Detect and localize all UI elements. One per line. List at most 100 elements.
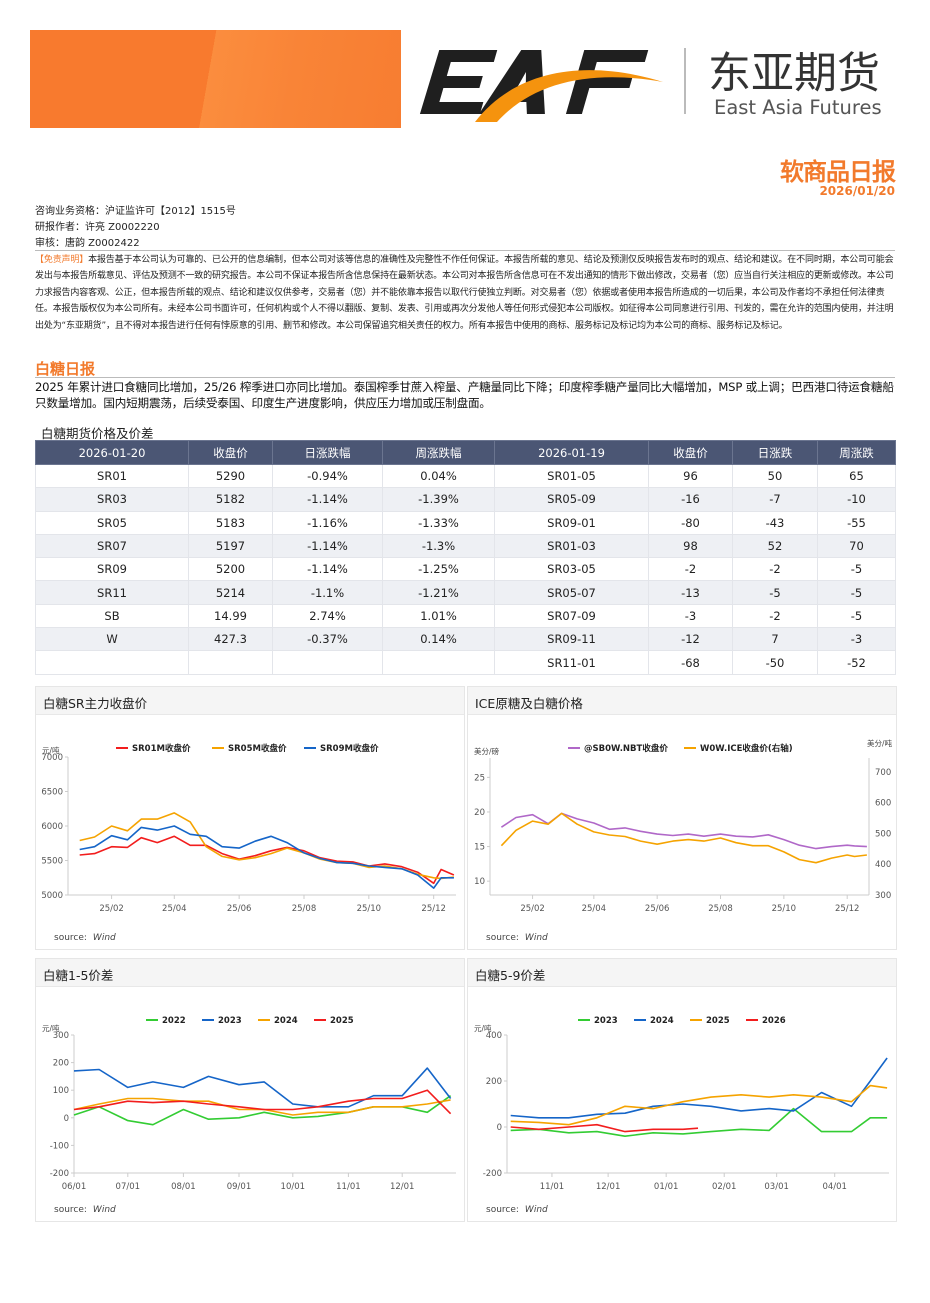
column-header: 2026-01-20 (35, 440, 189, 465)
table-cell: SR11-01 (494, 650, 649, 675)
panel-header: 白糖SR主力收盘价 (36, 687, 464, 715)
y-tick-label: 6000 (41, 822, 63, 832)
y2-tick-label: 600 (875, 799, 891, 809)
report-title: 软商品日报 (780, 158, 896, 186)
table-cell: -1.39% (382, 487, 495, 512)
table-row: SR05 5183 -1.16% -1.33% SR09-01 -80 -43 -55 (35, 510, 896, 535)
chart-spread-5-9: 元/吨 -200 0 200 400 11/01 12/01 01/01 02/01 03/01 0… (474, 1016, 889, 1192)
author-info: 研报作者：许亮 Z0002220 (35, 222, 160, 233)
table-row: SR01 5290 -0.94% 0.04% SR01-05 96 50 65 (35, 463, 896, 489)
table-row: SR07 5197 -1.14% -1.3% SR01-03 98 52 70 (35, 533, 896, 559)
header-banner (30, 30, 401, 128)
x-tick-label: 25/10 (357, 904, 382, 914)
table-cell: -2 (732, 557, 818, 582)
x-tick-label: 11/01 (540, 1182, 565, 1192)
y-tick-label: -200 (50, 1169, 69, 1179)
x-tick-label: 25/06 (227, 904, 252, 914)
table-cell: -1.14% (272, 487, 383, 512)
table-row: SR09 5200 -1.14% -1.25% SR03-05 -2 -2 -5 (35, 557, 896, 582)
x-tick-label: 03/01 (764, 1182, 789, 1192)
legend-label: SR01M收盘价 (132, 743, 191, 754)
y-tick-label: 7000 (41, 753, 63, 763)
table-cell: -5 (732, 580, 818, 605)
chart-source: source: Wind (54, 1205, 116, 1215)
table-cell: W (35, 627, 189, 652)
table-cell: SR03 (35, 487, 189, 512)
table-cell: -7 (732, 487, 818, 512)
chart-source: source: Wind (486, 933, 548, 943)
legend-label: 2023 (594, 1016, 618, 1026)
table-cell: -13 (648, 580, 733, 605)
table-cell: -50 (732, 650, 818, 675)
table-cell (382, 650, 495, 675)
x-tick-label: 12/01 (390, 1182, 415, 1192)
table-cell: SR07-09 (494, 603, 649, 629)
series-line-2023 (73, 1067, 452, 1108)
x-tick-label: 11/01 (336, 1182, 361, 1192)
column-header: 2026-01-19 (494, 440, 649, 465)
column-header: 日涨跌幅 (272, 440, 383, 465)
y-tick-label: 6500 (41, 788, 63, 798)
chart-spread-1-5: 元/吨 -200 -100 0 100 200 300 06/01 07/01 08/01 09/0… (42, 1016, 456, 1192)
table-row: SB 14.99 2.74% 1.01% SR07-09 -3 -2 -5 (35, 603, 896, 629)
section-title: 白糖日报 (35, 360, 96, 378)
x-tick-label: 25/02 (520, 904, 545, 914)
table-cell: 5183 (188, 510, 273, 535)
chart-title: 白糖1-5价差 (43, 968, 114, 983)
series-line-SR09M收盘价 (79, 825, 454, 889)
series-line-2026 (510, 1123, 699, 1133)
x-tick-label: 25/02 (99, 904, 124, 914)
x-tick-label: 25/04 (162, 904, 187, 914)
table-cell: 14.99 (188, 603, 273, 629)
table-cell: 96 (648, 463, 733, 489)
legend-label: 2022 (162, 1016, 186, 1026)
table-cell: -3 (817, 627, 896, 652)
series-line-2024 (510, 1057, 888, 1119)
table-cell: -16 (648, 487, 733, 512)
x-tick-label: 10/01 (281, 1182, 306, 1192)
table-cell: -0.94% (272, 463, 383, 489)
divider (35, 377, 895, 378)
section-summary: 2025 年累计进口食糖同比增加，25/26 榨季进口亦同比增加。泰国榨季甘蔗入… (35, 380, 894, 410)
y2-axis-unit: 美分/吨 (867, 738, 893, 748)
y-tick-label: 25 (474, 773, 485, 783)
source-value: Wind (92, 1205, 116, 1215)
table-cell: SR11 (35, 580, 189, 605)
legend-label: @SB0W.NBT收盘价 (584, 743, 668, 754)
disclaimer-tag: 【免责声明】 (35, 255, 89, 265)
table-cell: 0.04% (382, 463, 495, 489)
table-cell: -5 (817, 580, 896, 605)
table-cell: SR05-07 (494, 580, 649, 605)
table-cell: -1.16% (272, 510, 383, 535)
table-cell (188, 650, 273, 675)
y-tick-label: 300 (53, 1031, 69, 1041)
source-value: Wind (524, 1205, 548, 1215)
table-cell: 2.74% (272, 603, 383, 629)
y-axis-unit: 元/吨 (474, 1023, 492, 1033)
table-cell: 5182 (188, 487, 273, 512)
series-line-2025 (510, 1084, 888, 1126)
y-tick-label: 200 (53, 1059, 69, 1069)
x-tick-label: 01/01 (654, 1182, 679, 1192)
source-value: Wind (524, 933, 548, 943)
table-row: SR11 5214 -1.1% -1.21% SR05-07 -13 -5 -5 (35, 580, 896, 605)
chart-title: ICE原糖及白糖价格 (475, 696, 583, 711)
y-tick-label: 400 (486, 1031, 502, 1041)
column-header: 收盘价 (648, 440, 733, 465)
table-cell: SR09 (35, 557, 189, 582)
legend-label: 2024 (650, 1016, 674, 1026)
y-tick-label: 0 (64, 1114, 69, 1124)
table-cell: 65 (817, 463, 896, 489)
table-header-row: 2026-01-20 收盘价 日涨跌幅 周涨跌幅 2026-01-19 收盘价 日涨跌 周涨跌 (35, 440, 896, 465)
table-cell: SR09-01 (494, 510, 649, 535)
legend-label: 2026 (762, 1016, 786, 1026)
y-tick-label: 15 (474, 843, 485, 853)
chart-panel-ice-prices: ICE原糖及白糖价格 美分/磅 10 15 20 25 美分/吨 300 400 500 600 7… (467, 686, 897, 950)
x-tick-label: 25/12 (421, 904, 446, 914)
table-cell: -2 (648, 557, 733, 582)
table-cell: SR09-11 (494, 627, 649, 652)
table-cell: 98 (648, 533, 733, 559)
table-cell: -5 (817, 603, 896, 629)
table-cell: -1.14% (272, 533, 383, 559)
x-tick-label: 25/10 (772, 904, 797, 914)
